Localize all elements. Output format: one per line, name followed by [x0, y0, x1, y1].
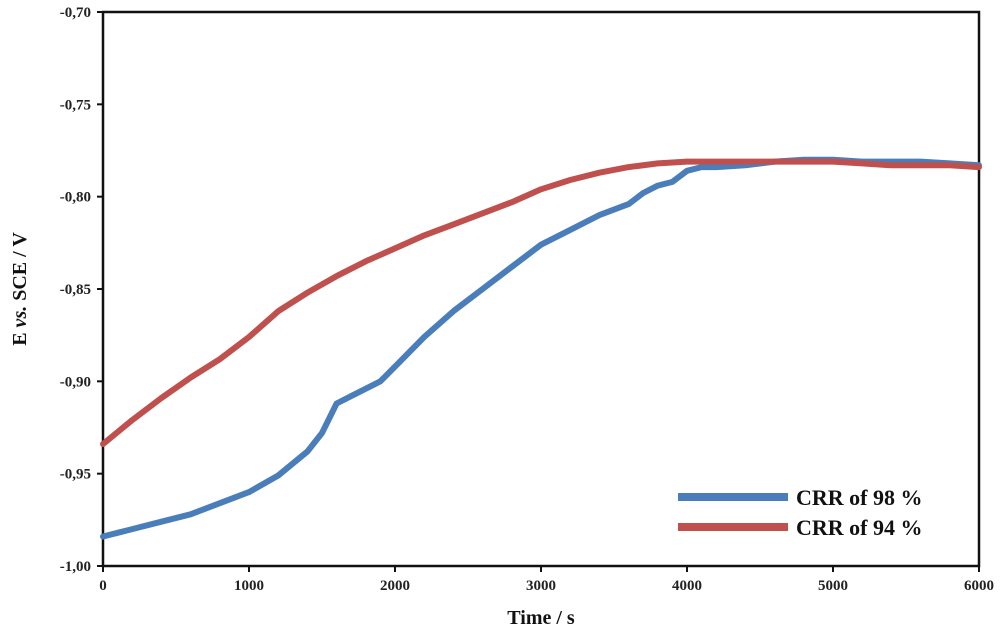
series-layer — [100, 156, 982, 540]
series-line-1 — [100, 158, 982, 448]
y-tick-label: -0,70 — [60, 5, 91, 21]
legend-label-crr-98: CRR of 98 % — [796, 485, 923, 510]
y-axis-title-part-2: vs. — [9, 306, 31, 328]
y-tick-label: -0,90 — [60, 374, 91, 390]
legend-label-crr-94: CRR of 94 % — [796, 515, 923, 540]
x-tick-label: 0 — [99, 578, 107, 594]
plot-area — [101, 10, 981, 568]
y-axis-title-part-3: SCE / V — [9, 232, 31, 306]
y-tick-label: -0,80 — [60, 190, 91, 206]
y-tick-label: -0,75 — [60, 97, 91, 113]
y-tick-label: -0,85 — [60, 282, 91, 298]
x-tick-label: 4000 — [672, 578, 702, 594]
tick-labels-layer: 0 1000 2000 3000 4000 5000 6000 -0,70 -0,75 -0,80… — [60, 5, 994, 594]
y-axis-title: E vs. SCE / V — [9, 232, 31, 346]
x-tick-label: 3000 — [526, 578, 556, 594]
legend: CRR of 98 % CRR of 94 % — [678, 485, 923, 540]
x-tick-label: 1000 — [234, 578, 264, 594]
x-tick-label: 2000 — [380, 578, 410, 594]
ticks-layer — [97, 11, 980, 572]
x-tick-label: 6000 — [964, 578, 994, 594]
y-axis-title-part-1: E — [9, 327, 31, 345]
x-axis-title: Time / s — [507, 607, 575, 629]
x-tick-label: 5000 — [818, 578, 848, 594]
y-tick-label: -0,95 — [60, 467, 91, 483]
y-tick-label: -1,00 — [60, 559, 91, 575]
